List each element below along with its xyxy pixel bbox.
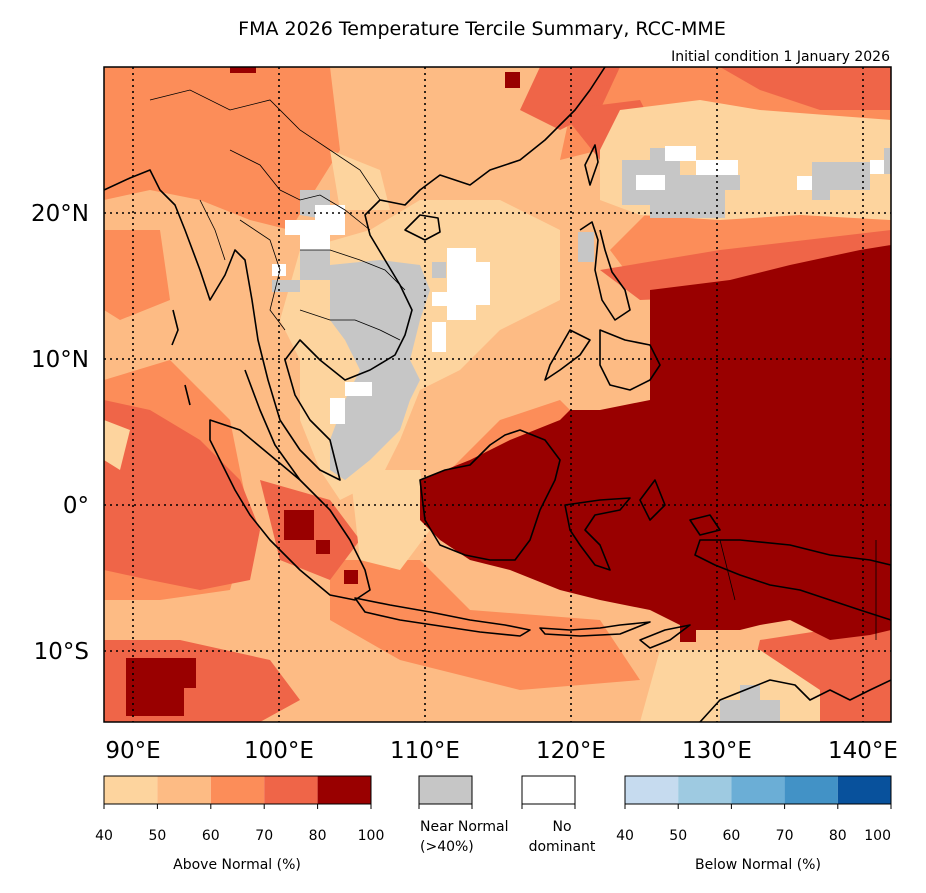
gridlines [104, 67, 891, 722]
lon-label-110e: 110°E [390, 738, 460, 764]
no-dominant-label-line2: dominant [529, 839, 596, 855]
below-normal-colorbar: 40 50 60 70 80 100 Below Normal (%) [616, 775, 892, 873]
no-dominant-legend: No dominant [521, 775, 596, 855]
below-bin-50-60 [678, 776, 732, 804]
below-tick-80: 80 [829, 828, 847, 844]
below-bin-70-80 [784, 776, 838, 804]
lat-label-10n: 10°N [31, 347, 89, 373]
no-dominant-swatch [521, 775, 576, 805]
map-panel [104, 67, 891, 722]
above-80-100-regions [126, 67, 891, 716]
above-bin-70-80 [264, 776, 318, 804]
lon-label-140e: 140°E [828, 738, 898, 764]
lon-label-130e: 130°E [682, 738, 752, 764]
map-title: FMA 2026 Temperature Tercile Summary, RC… [238, 18, 726, 40]
above-bin-80-100 [317, 776, 371, 804]
near-normal-label-line2: (>40%) [420, 839, 474, 855]
below-tick-50: 50 [669, 828, 687, 844]
above-bin-50-60 [157, 776, 211, 804]
above-tick-80: 80 [309, 828, 327, 844]
below-normal-label: Below Normal (%) [695, 857, 821, 873]
above-tick-60: 60 [202, 828, 220, 844]
map-subtitle: Initial condition 1 January 2026 [671, 49, 890, 65]
above-tick-70: 70 [255, 828, 273, 844]
coastlines [104, 67, 891, 722]
lon-label-120e: 120°E [536, 738, 606, 764]
country-borders [149, 89, 877, 640]
near-normal-swatch [418, 775, 473, 805]
near-normal-label-line1: Near Normal [420, 819, 509, 835]
no-dominant-label-line1: No [552, 819, 571, 835]
above-tick-100: 100 [358, 828, 385, 844]
above-tick-50: 50 [148, 828, 166, 844]
lat-label-10s: 10°S [34, 639, 89, 665]
lon-labels: 90°E 100°E 110°E 120°E 130°E 140°E [105, 738, 898, 764]
below-tick-70: 70 [776, 828, 794, 844]
below-bin-80-100 [837, 776, 891, 804]
above-tick-40: 40 [95, 828, 113, 844]
lat-label-20n: 20°N [31, 201, 89, 227]
below-bin-40-50 [625, 776, 679, 804]
no-dominant-regions [272, 146, 884, 424]
below-bin-60-70 [731, 776, 785, 804]
lat-label-0: 0° [63, 493, 89, 519]
above-normal-label: Above Normal (%) [173, 857, 301, 873]
below-tick-60: 60 [722, 828, 740, 844]
above-bin-60-70 [210, 776, 265, 804]
above-normal-colorbar: 40 50 60 70 80 100 Above Normal (%) [95, 775, 385, 873]
lon-label-100e: 100°E [244, 738, 314, 764]
map-frame [103, 66, 892, 723]
lon-label-90e: 90°E [105, 738, 160, 764]
lat-labels: 20°N 10°N 0° 10°S [31, 201, 89, 665]
below-tick-100: 100 [864, 828, 891, 844]
near-normal-legend: Near Normal (>40%) [418, 775, 509, 855]
above-bin-40-50 [104, 776, 158, 804]
below-tick-40: 40 [616, 828, 634, 844]
